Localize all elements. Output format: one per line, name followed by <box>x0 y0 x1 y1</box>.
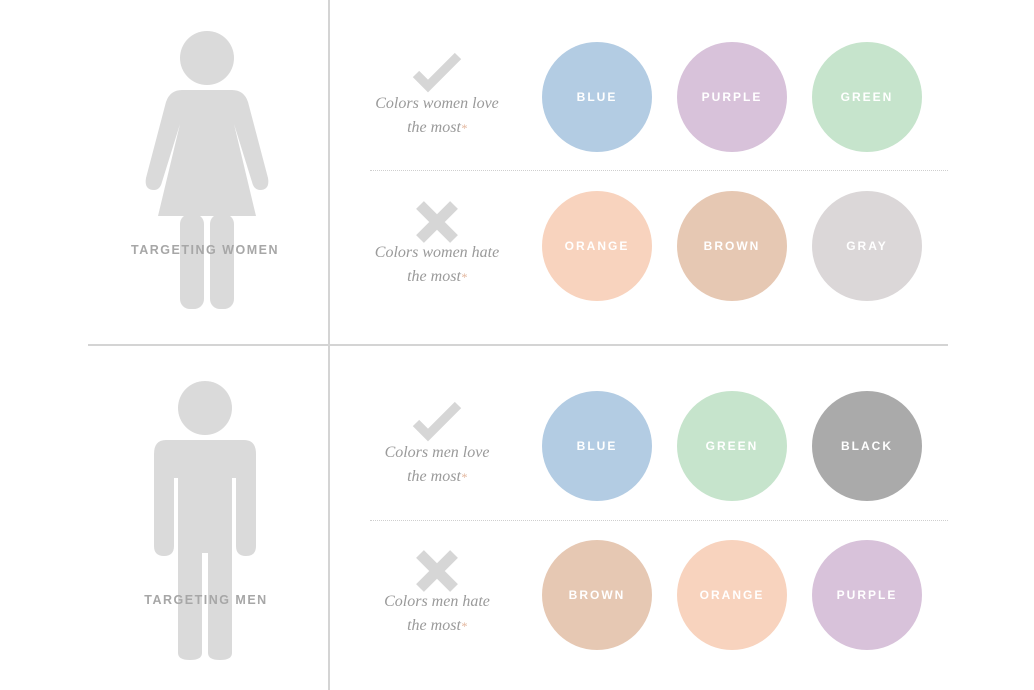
color-swatch-blue: BLUE <box>542 42 652 152</box>
caption-line-2: the most* <box>357 614 517 638</box>
color-swatch-green: GREEN <box>812 42 922 152</box>
caption-text: the most <box>407 617 461 634</box>
section-divider <box>88 344 948 346</box>
caption-line-1: Colors men love <box>384 444 490 461</box>
color-swatch-orange: ORANGE <box>542 191 652 301</box>
row-caption: Colors men love the most* <box>357 441 517 489</box>
asterisk: * <box>460 470 467 484</box>
check-icon <box>412 52 462 94</box>
color-swatch-black: BLACK <box>812 391 922 501</box>
section-label-women: TARGETING WOMEN <box>131 243 279 257</box>
section-label-men: TARGETING MEN <box>144 593 268 607</box>
caption-line-1: Colors men hate <box>384 593 490 610</box>
cross-icon <box>412 201 462 243</box>
row-caption: Colors women love the most* <box>357 92 517 140</box>
caption-line-2: the most* <box>357 465 517 489</box>
color-swatch-orange: ORANGE <box>677 540 787 650</box>
asterisk: * <box>460 121 467 135</box>
color-swatch-brown: BROWN <box>542 540 652 650</box>
caption-line-1: Colors women love <box>375 95 499 112</box>
asterisk: * <box>460 270 467 284</box>
row-divider <box>370 170 948 171</box>
caption-line-1: Colors women hate <box>374 244 500 261</box>
color-swatch-brown: BROWN <box>677 191 787 301</box>
color-swatch-gray: GRAY <box>812 191 922 301</box>
row-caption: Colors women hate the most* <box>357 241 517 289</box>
color-swatch-blue: BLUE <box>542 391 652 501</box>
row-divider <box>370 520 948 521</box>
caption-text: the most <box>407 119 461 136</box>
check-icon <box>412 401 462 443</box>
row-caption: Colors men hate the most* <box>357 590 517 638</box>
color-swatch-purple: PURPLE <box>677 42 787 152</box>
caption-text: the most <box>407 468 461 485</box>
color-swatch-green: GREEN <box>677 391 787 501</box>
color-swatch-purple: PURPLE <box>812 540 922 650</box>
man-icon <box>154 381 256 660</box>
caption-text: the most <box>407 268 461 285</box>
caption-line-2: the most* <box>357 116 517 140</box>
cross-icon <box>412 550 462 592</box>
woman-icon <box>145 31 269 309</box>
asterisk: * <box>460 619 467 633</box>
caption-line-2: the most* <box>357 265 517 289</box>
